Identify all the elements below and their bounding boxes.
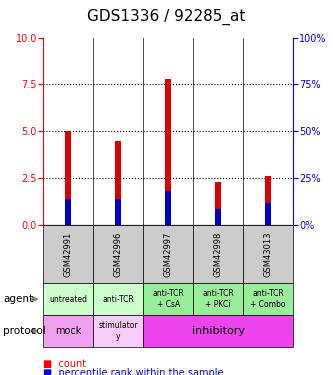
Bar [43, 283, 93, 315]
Text: mock: mock [55, 326, 82, 336]
Bar [165, 79, 171, 225]
Text: GSM43013: GSM43013 [263, 231, 273, 277]
Bar [215, 182, 221, 225]
Text: protocol: protocol [3, 326, 46, 336]
Bar [115, 199, 121, 225]
Text: GSM42991: GSM42991 [64, 231, 73, 277]
Bar [265, 176, 271, 225]
Text: agent: agent [3, 294, 33, 304]
Bar [243, 283, 293, 315]
Text: untreated: untreated [49, 295, 87, 304]
Text: anti-TCR
+ PKCi: anti-TCR + PKCi [202, 290, 234, 309]
Bar [243, 225, 293, 283]
Bar [165, 191, 171, 225]
Bar [193, 283, 243, 315]
Bar [93, 225, 143, 283]
Bar [143, 283, 193, 315]
Text: ■  percentile rank within the sample: ■ percentile rank within the sample [43, 368, 224, 375]
Text: inhibitory: inhibitory [191, 326, 245, 336]
Bar [265, 202, 271, 225]
Text: stimulator
y: stimulator y [99, 321, 138, 340]
Bar [143, 315, 293, 347]
Bar [143, 225, 193, 283]
Text: GDS1336 / 92285_at: GDS1336 / 92285_at [87, 9, 246, 25]
Bar [43, 315, 93, 347]
Bar [43, 225, 93, 283]
Text: anti-TCR: anti-TCR [102, 295, 134, 304]
Bar [93, 315, 143, 347]
Text: anti-TCR
+ Combo: anti-TCR + Combo [250, 290, 286, 309]
Bar [65, 131, 71, 225]
Text: ■  count: ■ count [43, 359, 87, 369]
Bar [115, 141, 121, 225]
Bar [215, 209, 221, 225]
Text: GSM42997: GSM42997 [164, 231, 173, 277]
Bar [65, 199, 71, 225]
Text: GSM42996: GSM42996 [114, 231, 123, 277]
Bar [93, 283, 143, 315]
Bar [193, 225, 243, 283]
Text: anti-TCR
+ CsA: anti-TCR + CsA [152, 290, 184, 309]
Text: GSM42998: GSM42998 [213, 231, 223, 277]
